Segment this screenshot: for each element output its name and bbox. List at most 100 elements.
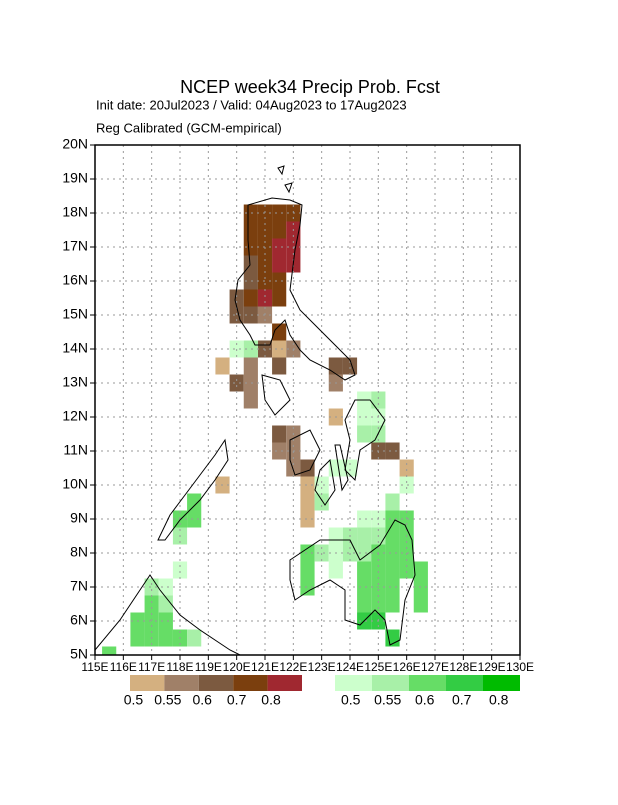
coastline [157,438,229,541]
prob-cell [413,595,428,613]
prob-cell [328,527,343,545]
prob-cell [272,221,287,239]
coastline [344,399,386,482]
prob-cell [158,578,173,596]
prob-cell [328,561,343,579]
coastline [277,165,293,194]
prob-cell [385,544,400,562]
y-tick-label: 10N [62,476,88,492]
prob-cell [187,629,202,647]
prob-cell [300,578,315,596]
legend-swatch [446,675,483,691]
legend: 0.5 0.55 0.6 0.7 0.8 0.5 0.55 0.6 0.7 0.8 [124,675,520,708]
prob-cell [272,238,287,256]
x-tick-label: 122E [279,660,307,674]
x-tick-label: 125E [364,660,392,674]
y-tick-label: 15N [62,306,88,322]
prob-cell [243,238,258,256]
prob-cell [357,595,372,613]
prob-cell [243,289,258,307]
prob-cell [300,459,315,477]
legend-label: 0.8 [261,692,281,708]
coastline [289,519,416,646]
y-tick-label: 12N [62,408,88,424]
x-tick-label: 121E [251,660,279,674]
x-tick-label: 118E [166,660,193,674]
coastline [95,574,241,655]
prob-cell [399,476,414,494]
coastlines [95,165,416,655]
prob-cell [314,493,329,511]
x-tick-label: 127E [421,660,449,674]
prob-cell [243,204,258,222]
x-tick-label: 119E [195,660,222,674]
prob-cell [272,289,287,307]
plot-frame [94,144,521,656]
x-tick-label: 124E [336,660,364,674]
prob-cell [272,204,287,222]
y-tick-label: 7N [70,578,88,594]
legend-swatch [233,675,268,691]
coastline [261,374,291,416]
prob-cell [385,510,400,528]
prob-cell [357,544,372,562]
prob-cell [413,561,428,579]
prob-cell [243,306,258,324]
prob-cell [300,561,315,579]
x-tick-label: 129E [478,660,506,674]
prob-cell [243,374,258,392]
prob-cell [314,476,329,494]
prob-cell [257,289,273,307]
legend-label: 0.5 [124,692,144,708]
prob-cell [272,340,287,358]
y-tick-label: 8N [70,544,88,560]
prob-cell [272,323,287,341]
prob-cell [144,595,159,613]
legend-swatch [267,675,302,691]
legend-label: 0.6 [193,692,213,708]
prob-cell [399,561,414,579]
prob-cell [272,272,287,290]
prob-cell [371,391,386,409]
y-tick-label: 11N [63,442,88,458]
prob-cell [187,493,202,511]
note: Reg Calibrated (GCM-empirical) [96,120,282,135]
legend-label: 0.55 [154,692,181,708]
prob-cell [229,374,244,392]
x-tick-label: 116E [110,660,137,674]
subtitle: Init date: 20Jul2023 / Valid: 04Aug2023 … [96,97,407,112]
y-tick-label: 13N [62,374,88,390]
coastline [314,458,336,506]
legend-label: 0.8 [489,692,509,708]
y-tick-label: 5N [70,646,88,662]
y-tick-label: 6N [70,612,88,628]
y-tick-label: 20N [62,136,88,152]
prob-cell [158,612,173,630]
coastline [234,197,356,381]
prob-cell [357,578,372,596]
cell-layer [102,204,428,655]
legend-swatch [483,675,520,691]
legend-swatch [335,675,372,691]
coastline [289,429,321,476]
prob-cell [357,510,372,528]
prob-cell [300,476,315,494]
y-tick-label: 9N [70,510,88,526]
legend-label: 0.5 [341,692,361,708]
legend-swatch [198,675,234,691]
x-tick-label: 115E [81,660,108,674]
prob-cell [272,357,287,375]
prob-cell [300,544,315,562]
prob-cell [158,629,173,647]
prob-cell [385,527,400,545]
prob-cell [272,425,287,443]
prob-cell [385,442,400,460]
y-tick-label: 19N [62,170,88,186]
y-tick-label: 14N [62,340,88,356]
grid-layer: 115E 116E 117E 118E 119E 120E 121E 122E 123E 124E… [62,136,534,674]
prob-cell [385,561,400,579]
prob-cell [243,272,258,290]
prob-cell [243,221,258,239]
legend-label: 0.7 [452,692,472,708]
prob-cell [187,510,202,528]
